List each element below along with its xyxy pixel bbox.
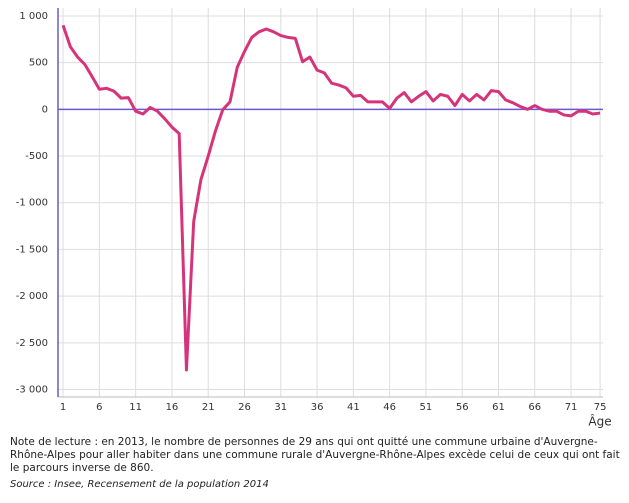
x-axis-label: Âge: [588, 414, 611, 429]
x-tick-label: 56: [456, 402, 469, 413]
x-tick-label: 6: [96, 402, 102, 413]
y-tick-label: -2 000: [16, 291, 48, 302]
source: Source : Insee, Recensement de la popula…: [10, 479, 269, 490]
y-tick-label: 0: [42, 104, 48, 115]
x-tick-label: 71: [565, 402, 578, 413]
x-tick-label: 46: [383, 402, 396, 413]
x-tick-label: 61: [492, 402, 505, 413]
x-tick-label: 11: [129, 402, 142, 413]
x-tick-label: 75: [594, 402, 607, 413]
x-tick-label: 21: [202, 402, 215, 413]
x-tick-label: 66: [528, 402, 541, 413]
x-tick-label: 16: [166, 402, 179, 413]
y-tick-label: -3 000: [16, 385, 48, 396]
y-tick-label: -2 500: [16, 338, 48, 349]
x-tick-label: 51: [420, 402, 433, 413]
data-line: [61, 24, 601, 372]
note: Note de lecture : en 2013, le nombre de …: [10, 436, 620, 474]
chart: Âge 1 000 500 0 -500 -1 000 -1 500 -2 000 -2 50…: [16, 8, 612, 429]
x-tick-label: 26: [238, 402, 251, 413]
y-tick-label: 1 000: [19, 11, 48, 22]
y-tick-label: 500: [29, 58, 48, 69]
x-tick-label: 41: [347, 402, 360, 413]
y-tick-label: -1 000: [16, 198, 48, 209]
x-tick-label: 36: [311, 402, 324, 413]
x-tick-label: 1: [60, 402, 66, 413]
y-tick-label: -1 500: [16, 244, 48, 255]
x-tick-label: 31: [274, 402, 287, 413]
y-tick-label: -500: [25, 151, 48, 162]
